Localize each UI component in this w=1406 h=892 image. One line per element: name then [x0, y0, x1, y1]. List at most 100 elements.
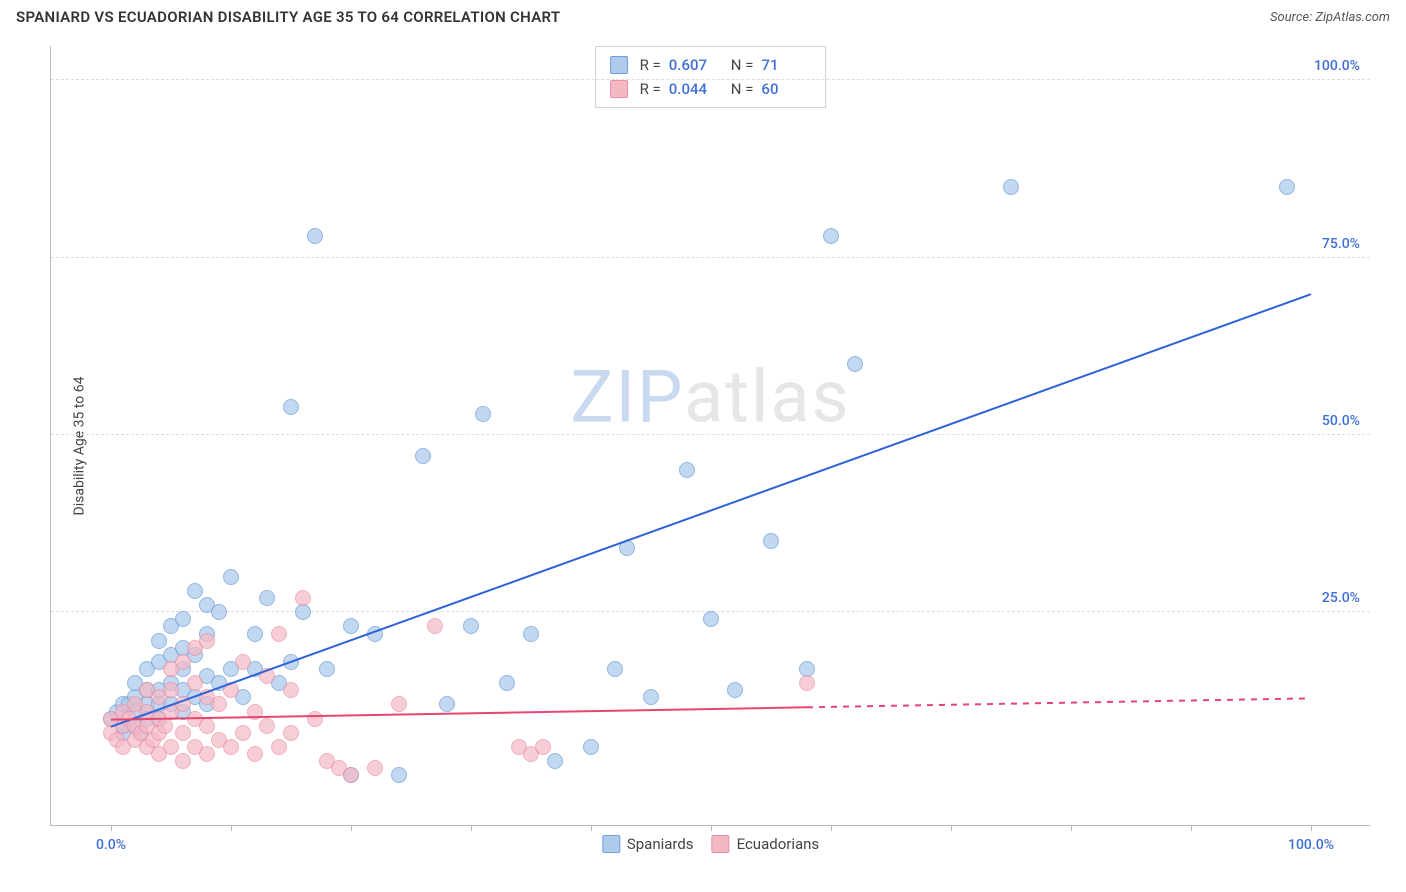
scatter-point-ecuadorians — [271, 626, 287, 642]
x-tick-mark — [471, 825, 472, 831]
scatter-point-spaniards — [223, 569, 239, 585]
x-tick-label: 100.0% — [1288, 837, 1334, 853]
scatter-point-spaniards — [283, 654, 299, 670]
scatter-point-spaniards — [643, 689, 659, 705]
legend-row-spaniards: R = 0.607 N = 71 — [610, 53, 812, 77]
scatter-point-spaniards — [499, 675, 515, 691]
legend-r-label: R = — [640, 77, 661, 101]
scatter-point-spaniards — [607, 661, 623, 677]
scatter-point-ecuadorians — [343, 767, 359, 783]
watermark-right: atlas — [684, 354, 851, 439]
scatter-point-spaniards — [211, 604, 227, 620]
x-tick-mark — [1071, 825, 1072, 831]
scatter-point-spaniards — [391, 767, 407, 783]
scatter-point-spaniards — [343, 618, 359, 634]
scatter-point-ecuadorians — [295, 590, 311, 606]
scatter-point-spaniards — [439, 696, 455, 712]
x-tick-mark — [951, 825, 952, 831]
scatter-point-ecuadorians — [199, 746, 215, 762]
legend-n-label: N = — [731, 77, 754, 101]
trend-line-ecuadorians-dashed — [807, 698, 1311, 707]
scatter-point-ecuadorians — [367, 760, 383, 776]
scatter-point-spaniards — [475, 406, 491, 422]
scatter-point-ecuadorians — [307, 711, 323, 727]
scatter-point-spaniards — [847, 356, 863, 372]
scatter-point-spaniards — [547, 753, 563, 769]
scatter-point-spaniards — [415, 448, 431, 464]
scatter-point-ecuadorians — [283, 682, 299, 698]
scatter-point-spaniards — [175, 611, 191, 627]
x-tick-mark — [1311, 825, 1312, 831]
scatter-point-spaniards — [259, 590, 275, 606]
legend-swatch — [610, 80, 628, 98]
scatter-point-spaniards — [583, 739, 599, 755]
scatter-point-ecuadorians — [211, 696, 227, 712]
scatter-point-ecuadorians — [163, 739, 179, 755]
legend-swatch — [602, 835, 620, 853]
gridline — [51, 79, 1370, 80]
y-tick-label: 100.0% — [1314, 58, 1360, 74]
legend-bottom-item-ecuadorians: Ecuadorians — [712, 835, 820, 853]
gridline — [51, 257, 1370, 258]
scatter-point-spaniards — [319, 661, 335, 677]
scatter-point-ecuadorians — [283, 725, 299, 741]
scatter-point-ecuadorians — [175, 725, 191, 741]
scatter-point-ecuadorians — [199, 633, 215, 649]
scatter-point-ecuadorians — [187, 675, 203, 691]
legend-n-value: 71 — [761, 53, 811, 77]
scatter-point-ecuadorians — [259, 718, 275, 734]
scatter-point-ecuadorians — [223, 682, 239, 698]
scatter-point-spaniards — [763, 533, 779, 549]
legend-n-value: 60 — [761, 77, 811, 101]
watermark: ZIPatlas — [570, 354, 850, 439]
scatter-point-ecuadorians — [247, 746, 263, 762]
correlation-legend: R = 0.607 N = 71 R = 0.044 N = 60 — [595, 46, 827, 108]
y-tick-label: 75.0% — [1322, 236, 1360, 252]
series-legend: Spaniards Ecuadorians — [602, 835, 819, 853]
scatter-point-ecuadorians — [391, 696, 407, 712]
scatter-point-spaniards — [463, 618, 479, 634]
scatter-point-spaniards — [295, 604, 311, 620]
x-tick-mark — [111, 825, 112, 831]
legend-swatch — [610, 56, 628, 74]
legend-series-name: Spaniards — [627, 835, 694, 853]
scatter-point-spaniards — [1279, 179, 1295, 195]
legend-r-value: 0.044 — [669, 77, 719, 101]
scatter-point-ecuadorians — [163, 682, 179, 698]
scatter-point-ecuadorians — [175, 753, 191, 769]
scatter-point-spaniards — [823, 228, 839, 244]
scatter-point-ecuadorians — [271, 739, 287, 755]
legend-n-label: N = — [731, 53, 754, 77]
scatter-point-spaniards — [283, 399, 299, 415]
gridline — [51, 434, 1370, 435]
scatter-point-ecuadorians — [259, 668, 275, 684]
chart-source: Source: ZipAtlas.com — [1270, 10, 1390, 25]
scatter-point-ecuadorians — [175, 654, 191, 670]
scatter-point-ecuadorians — [427, 618, 443, 634]
scatter-point-ecuadorians — [199, 718, 215, 734]
x-tick-mark — [591, 825, 592, 831]
y-tick-label: 50.0% — [1322, 413, 1360, 429]
legend-r-value: 0.607 — [669, 53, 719, 77]
scatter-point-spaniards — [307, 228, 323, 244]
scatter-point-spaniards — [727, 682, 743, 698]
scatter-point-ecuadorians — [535, 739, 551, 755]
x-tick-mark — [231, 825, 232, 831]
legend-r-label: R = — [640, 53, 661, 77]
scatter-point-spaniards — [1003, 179, 1019, 195]
scatter-point-spaniards — [679, 462, 695, 478]
legend-series-name: Ecuadorians — [737, 835, 820, 853]
scatter-point-spaniards — [367, 626, 383, 642]
chart-title: SPANIARD VS ECUADORIAN DISABILITY AGE 35… — [16, 8, 560, 26]
scatter-point-spaniards — [187, 583, 203, 599]
scatter-point-ecuadorians — [157, 718, 173, 734]
scatter-point-spaniards — [619, 540, 635, 556]
scatter-point-spaniards — [523, 626, 539, 642]
scatter-point-ecuadorians — [235, 725, 251, 741]
scatter-point-ecuadorians — [247, 704, 263, 720]
x-tick-mark — [1191, 825, 1192, 831]
scatter-point-ecuadorians — [799, 675, 815, 691]
x-tick-label: 0.0% — [96, 837, 126, 853]
x-tick-mark — [351, 825, 352, 831]
x-tick-mark — [831, 825, 832, 831]
